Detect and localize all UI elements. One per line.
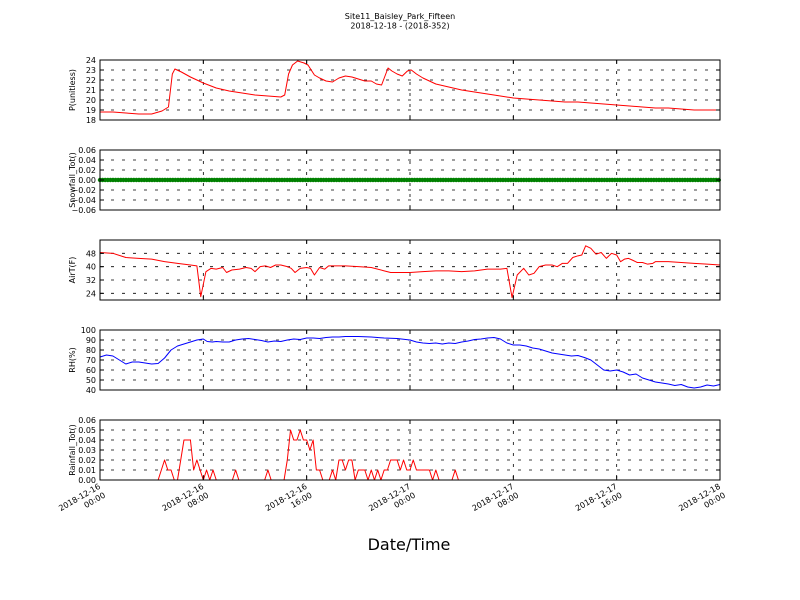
panel-1: −0.06−0.04−0.020.000.020.040.06Snowfall_… (68, 146, 721, 215)
y-tick-label: 19 (86, 106, 96, 115)
x-tick-label: 2018-12-1600:00 (57, 482, 107, 522)
y-tick-label: 90 (86, 336, 96, 345)
y-tick-label: 0.00 (78, 476, 96, 485)
chart-subtitle: 2018-12-18 - (2018-352) (350, 22, 449, 31)
y-axis-label: RH(%) (68, 347, 77, 372)
y-axis-label: P(unitless) (68, 69, 77, 111)
y-tick-label: 40 (86, 386, 96, 395)
x-tick-label: 2018-12-1708:00 (471, 482, 521, 522)
y-tick-label: 50 (86, 376, 96, 385)
x-tick-label: 2018-12-1700:00 (367, 482, 417, 522)
x-tick-label: 2018-12-1616:00 (264, 482, 314, 522)
y-tick-label: 18 (86, 116, 96, 125)
y-tick-label: 0.02 (78, 456, 96, 465)
panel-2: 24 32 40 48 AirT(F) (68, 239, 721, 301)
y-tick-label: 0.06 (78, 416, 96, 425)
y-tick-label: 80 (86, 346, 96, 355)
y-tick-label: 0.02 (78, 166, 96, 175)
y-tick-label: 24 (86, 289, 96, 298)
y-tick-label: 0.04 (78, 156, 96, 165)
y-tick-label: 32 (86, 276, 96, 285)
series-line (99, 336, 721, 389)
chart-title: Site11_Baisley_Park_Fifteen (345, 12, 455, 21)
series-line (99, 245, 721, 298)
y-tick-label: 40 (86, 263, 96, 272)
series-line (100, 60, 720, 115)
y-tick-label: 0.01 (78, 466, 96, 475)
y-tick-label: −0.04 (71, 196, 96, 205)
panels-group: 18192021222324P(unitless)−0.06−0.04−0.02… (68, 56, 721, 485)
y-tick-label: 70 (86, 356, 96, 365)
panel-4: 0.000.010.020.030.040.050.06Rainfall_Tot… (68, 416, 721, 485)
y-axis-label: AirT(F) (68, 257, 77, 284)
y-tick-label: 0.05 (78, 426, 96, 435)
y-tick-label: 0.06 (78, 146, 96, 155)
y-tick-label: 100 (81, 326, 96, 335)
y-tick-label: 23 (86, 66, 96, 75)
y-tick-label: 60 (86, 366, 96, 375)
y-tick-label: 48 (86, 249, 96, 258)
y-tick-label: 22 (86, 76, 96, 85)
x-tick-label: 2018-12-1716:00 (574, 482, 624, 522)
x-tick-label: 2018-12-1800:00 (677, 482, 727, 522)
x-axis-label: Date/Time (368, 535, 451, 554)
y-tick-label: 24 (86, 56, 96, 65)
y-axis-label: Snowfall_Tot() (68, 152, 77, 208)
panel-frame (99, 239, 721, 301)
y-tick-label: 0.04 (78, 436, 96, 445)
y-tick-label: 0.00 (78, 176, 96, 185)
y-tick-label: 21 (86, 86, 96, 95)
y-tick-label: −0.02 (71, 186, 96, 195)
y-tick-label: 20 (86, 96, 96, 105)
x-tick-labels: 2018-12-1600:00 2018-12-1608:00 2018-12-16… (57, 482, 727, 522)
x-tick-label: 2018-12-1608:00 (161, 482, 211, 522)
y-tick-label: −0.06 (71, 206, 96, 215)
y-tick-label: 0.03 (78, 446, 96, 455)
y-axis-label: Rainfall_Tot() (68, 424, 77, 476)
